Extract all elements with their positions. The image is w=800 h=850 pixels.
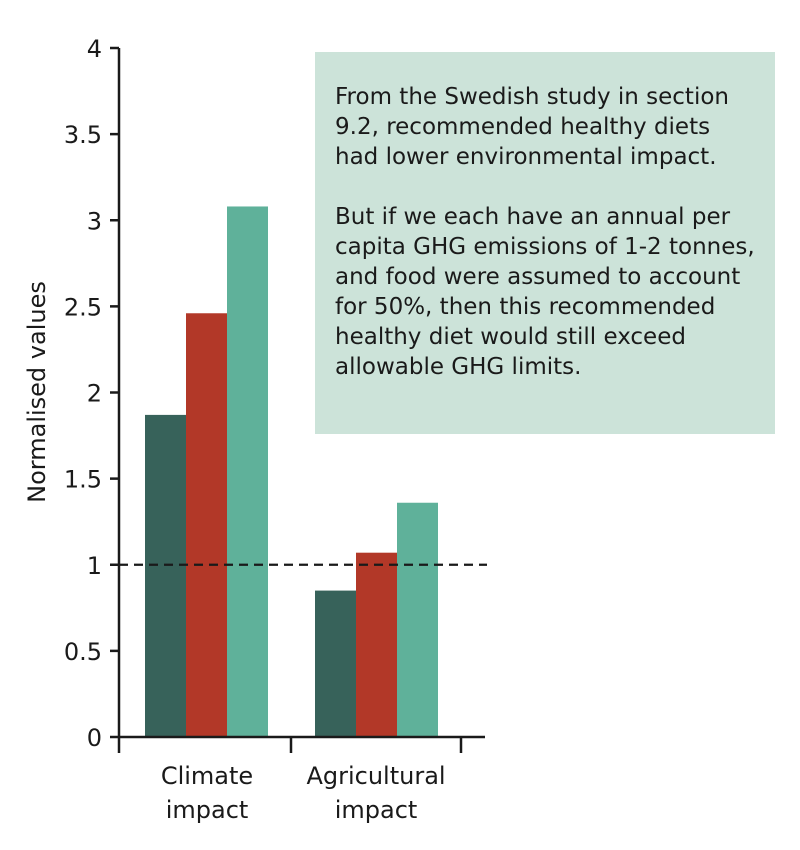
x-tick-label: Climate impact [161, 762, 253, 824]
bars-group [145, 206, 438, 738]
y-tick-label: 2.5 [64, 293, 102, 321]
y-tick-label: 0.5 [64, 638, 102, 666]
bar-cat2-series1 [315, 590, 356, 737]
y-tick-label: 3.5 [64, 121, 102, 149]
bar-cat1-series3 [227, 206, 268, 738]
bar-cat1-series2 [186, 313, 227, 737]
bar-cat2-series3 [397, 502, 438, 737]
y-tick-label: 1 [87, 552, 102, 580]
y-axis-title: Normalised values [23, 281, 51, 503]
y-tick-label: 3 [87, 207, 102, 235]
annotation-paragraph-1: From the Swedish study in section 9.2, r… [335, 84, 729, 170]
x-axis: Climate impact Agricultural impact [117, 735, 485, 824]
annotation-paragraph-2: But if we each have an annual per capita… [335, 204, 755, 380]
y-tick-label: 0 [87, 724, 102, 752]
y-tick-label: 1.5 [64, 466, 102, 494]
bar-cat2-series2 [356, 552, 397, 737]
bar-cat1-series1 [145, 414, 186, 737]
y-tick-label: 2 [87, 380, 102, 408]
x-tick-label: Agricultural impact [306, 762, 445, 824]
annotation-box: From the Swedish study in section 9.2, r… [315, 52, 775, 434]
y-tick-label: 4 [87, 35, 102, 63]
y-axis: 0 0.5 1 1.5 2 2.5 3 3.5 4 [64, 35, 121, 752]
